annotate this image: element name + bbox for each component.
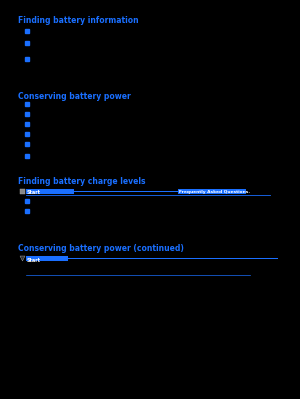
Bar bbox=[178, 189, 246, 194]
Bar bbox=[68, 257, 278, 259]
Text: Conserving battery power: Conserving battery power bbox=[26, 270, 95, 275]
Text: Conserving battery power: Conserving battery power bbox=[18, 92, 131, 101]
Text: Finding battery charge levels: Finding battery charge levels bbox=[18, 177, 146, 186]
Bar bbox=[26, 189, 74, 194]
Polygon shape bbox=[20, 256, 25, 261]
Bar bbox=[20, 189, 25, 194]
Text: Conserving battery power (continued): Conserving battery power (continued) bbox=[18, 244, 184, 253]
Text: Start: Start bbox=[27, 190, 41, 196]
Text: Start: Start bbox=[27, 257, 41, 263]
Text: Finding battery information: Finding battery information bbox=[18, 16, 139, 25]
Text: Frequently Asked Questions.: Frequently Asked Questions. bbox=[179, 190, 250, 194]
Bar bbox=[26, 256, 68, 261]
Bar bbox=[74, 190, 246, 192]
